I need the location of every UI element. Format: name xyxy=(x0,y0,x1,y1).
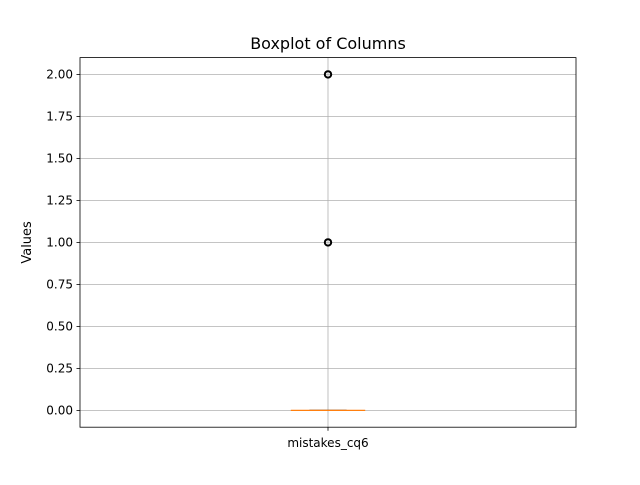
y-tick-label: 0.75 xyxy=(46,278,73,292)
tick-layer: 0.00 0.25 0.50 0.75 1.00 1.25 1.50 1.75 2.00 mist… xyxy=(46,68,368,451)
y-tick-label: 1.75 xyxy=(46,110,73,124)
outlier-point xyxy=(323,70,333,79)
chart-title: Boxplot of Columns xyxy=(250,34,406,53)
outlier-point xyxy=(323,238,333,247)
y-tick-label: 2.00 xyxy=(46,68,73,82)
box-layer xyxy=(290,70,366,411)
y-tick-label: 1.25 xyxy=(46,194,73,208)
y-tick-label: 0.00 xyxy=(46,404,73,418)
x-tick-label: mistakes_cq6 xyxy=(287,436,368,450)
y-tick-label: 0.25 xyxy=(46,362,73,376)
y-tick-label: 1.50 xyxy=(46,152,73,166)
y-tick-label: 0.50 xyxy=(46,320,73,334)
y-tick-label: 1.00 xyxy=(46,236,73,250)
y-axis-label: Values xyxy=(20,221,35,264)
grid-layer xyxy=(80,57,576,428)
